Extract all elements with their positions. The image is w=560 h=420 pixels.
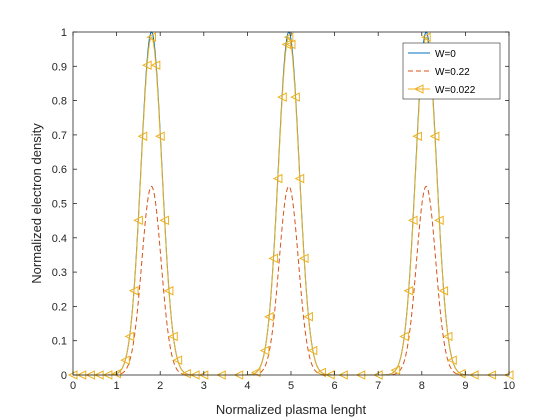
series-marker-w0022 bbox=[137, 131, 148, 142]
x-tick-label: 1 bbox=[114, 380, 120, 392]
series-marker-w0022 bbox=[442, 331, 453, 342]
y-tick-label: 0.6 bbox=[52, 164, 67, 176]
y-tick-label: 0.1 bbox=[52, 336, 67, 348]
series-marker-w0022 bbox=[281, 39, 292, 50]
x-tick-label: 10 bbox=[503, 380, 515, 392]
series-marker-w0022 bbox=[407, 215, 418, 226]
x-axis-label: Normalized plasma lenght bbox=[216, 402, 367, 417]
series-marker-w0022 bbox=[133, 215, 143, 226]
series-marker-w0022 bbox=[181, 368, 191, 379]
y-tick-label: 0.5 bbox=[52, 199, 67, 211]
y-tick-label: 0.3 bbox=[52, 267, 67, 279]
series-marker-w0022 bbox=[168, 331, 178, 342]
series-marker-w0022 bbox=[399, 331, 409, 342]
legend-label-w0022: W=0.022 bbox=[435, 85, 476, 96]
legend-label-w022: W=0.22 bbox=[435, 67, 470, 78]
legend-marker-w0022 bbox=[413, 84, 424, 94]
x-tick-label: 4 bbox=[244, 380, 250, 392]
y-tick-label: 0.4 bbox=[52, 233, 67, 245]
series-line-1 bbox=[73, 185, 509, 376]
series-marker-w0022 bbox=[294, 173, 305, 184]
x-tick-label: 3 bbox=[201, 380, 207, 392]
y-tick-label: 0.7 bbox=[52, 130, 67, 142]
x-tick-label: 5 bbox=[288, 380, 294, 392]
y-axis-label: Normalized electron density bbox=[29, 123, 44, 284]
legend-label-w0: W=0 bbox=[435, 49, 456, 60]
tick-layer: 0 1 2 3 4 5 6 7 8 9 10 0 0.1 0.2 0.3 0.4 0.5 0.6 0.7 0.8 0.9… bbox=[52, 27, 515, 392]
legend: W=0 W=0.22 W=0.022 bbox=[402, 42, 501, 100]
series-marker-w0022 bbox=[277, 92, 287, 102]
x-tick-label: 2 bbox=[157, 380, 163, 392]
x-tick-label: 9 bbox=[462, 380, 468, 392]
series-marker-w0022 bbox=[429, 131, 440, 142]
series-marker-w0022 bbox=[251, 367, 261, 378]
series-marker-w0022 bbox=[403, 285, 414, 296]
series-marker-w0022 bbox=[146, 32, 156, 42]
series-marker-w0022 bbox=[316, 367, 327, 378]
series-marker-w0022 bbox=[412, 131, 422, 142]
y-tick-label: 0.9 bbox=[52, 61, 67, 73]
series-marker-w0022 bbox=[120, 355, 130, 365]
series-marker-w0022 bbox=[285, 39, 296, 50]
series-marker-w0022 bbox=[438, 285, 449, 296]
series-marker-w0022 bbox=[298, 253, 309, 264]
series-marker-w0022 bbox=[390, 365, 401, 376]
series-marker-w0022 bbox=[163, 285, 174, 296]
series-marker-w0022 bbox=[283, 32, 294, 42]
y-tick-label: 0.8 bbox=[52, 96, 67, 108]
series-marker-w0022 bbox=[272, 173, 283, 184]
series-marker-w0022 bbox=[159, 215, 170, 226]
series-marker-w0022 bbox=[264, 311, 274, 322]
series-marker-w0022 bbox=[434, 215, 444, 226]
y-tick-label: 0.2 bbox=[52, 301, 67, 313]
series-marker-w0022 bbox=[268, 253, 279, 264]
series-marker-w0022 bbox=[124, 331, 135, 342]
series-marker-w0022 bbox=[307, 345, 318, 356]
series-marker-w0022 bbox=[290, 92, 300, 102]
x-tick-label: 7 bbox=[375, 380, 381, 392]
x-tick-label: 6 bbox=[332, 380, 338, 392]
series-marker-w0022 bbox=[259, 345, 270, 356]
series-marker-w0022 bbox=[421, 32, 431, 42]
series-marker-w0022 bbox=[303, 311, 313, 322]
y-tick-label: 1 bbox=[61, 27, 67, 39]
series-marker-w0022 bbox=[447, 355, 457, 365]
x-tick-label: 8 bbox=[419, 380, 425, 392]
series-marker-w0022 bbox=[128, 285, 139, 296]
x-tick-label: 0 bbox=[70, 380, 76, 392]
series-marker-w0022 bbox=[150, 60, 161, 71]
series-marker-w0022 bbox=[172, 355, 183, 365]
series-layer bbox=[67, 31, 514, 380]
y-tick-label: 0 bbox=[61, 370, 67, 382]
series-marker-w0022 bbox=[155, 131, 165, 142]
